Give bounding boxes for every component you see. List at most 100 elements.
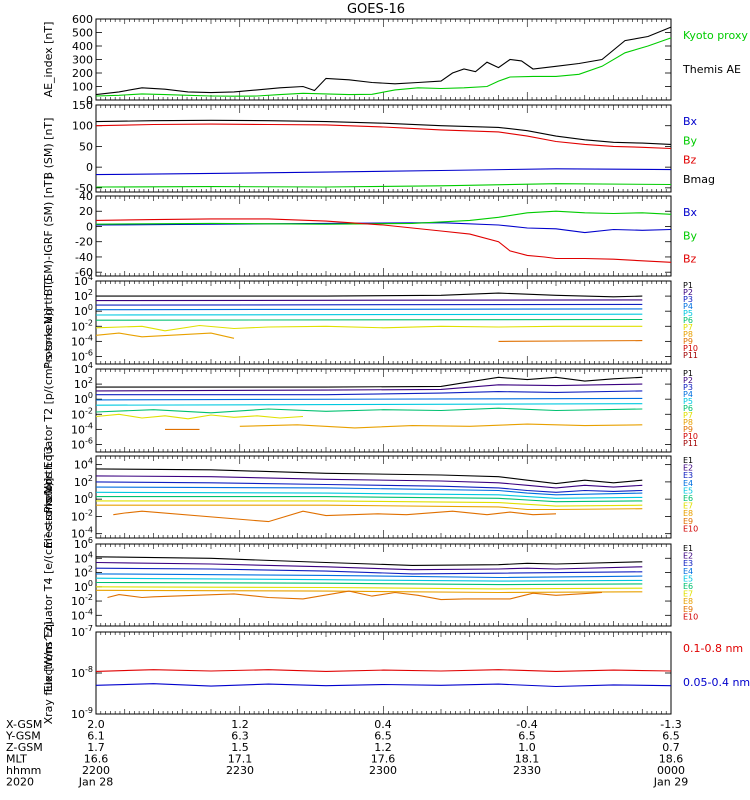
legend-entry: Bx: [683, 115, 698, 128]
y-tick-label: 10-4: [71, 607, 93, 622]
legend-entry: E8: [683, 509, 693, 518]
series-line-e5: [95, 491, 643, 499]
y-tick-label: 150: [72, 99, 93, 112]
legend-entry: 0.05-0.4 nm: [683, 676, 750, 689]
y-tick-label: 0: [86, 220, 93, 233]
series-line-p5: [95, 403, 643, 406]
y-axis-label: AE_index [nT]: [42, 22, 55, 98]
y-tick-label: 10-2: [71, 318, 93, 333]
time-row-value: 0.4: [374, 718, 392, 731]
legend-entry: P9: [683, 337, 693, 346]
time-row-value: 0.7: [662, 741, 680, 754]
series-line-p4: [95, 308, 643, 311]
legend-entry: P10: [683, 432, 698, 441]
legend-entry: E6: [683, 582, 693, 591]
y-tick-label: 200: [72, 67, 93, 80]
legend-entry: P4: [683, 302, 693, 311]
legend-entry: E8: [683, 597, 693, 606]
panel-frame: [95, 631, 672, 715]
legend-entry: P5: [683, 397, 693, 406]
time-row-value: 1.2: [374, 741, 392, 754]
legend-entry: P1: [683, 369, 693, 378]
panel-frame: [95, 18, 672, 101]
series-line-themis-ae: [95, 26, 672, 96]
series-line-bmag: [95, 119, 672, 145]
time-row-value: Jan 29: [653, 776, 688, 789]
time-row-value: 6.1: [87, 730, 105, 743]
y-axis-label: B (SM)-IGRF (SM) [nT]: [42, 176, 55, 296]
time-row-value: -1.3: [660, 718, 681, 731]
legend-entry: P11: [683, 439, 698, 448]
y-tick-label: 500: [72, 27, 93, 40]
legend-entry: 0.1-0.8 nm: [683, 642, 743, 655]
y-tick-label: 10-7: [71, 624, 93, 639]
y-axis-label: B (SM) [nT]: [42, 118, 55, 180]
y-tick-label: 104: [74, 361, 93, 376]
y-tick-label: 10-4: [71, 421, 93, 436]
series-line-p1: [96, 376, 643, 388]
y-tick-label: 100: [74, 391, 93, 406]
legend: 0.1-0.8 nm 0.05-0.4 nm: [683, 642, 750, 689]
legend-entry: E4: [683, 479, 693, 488]
legend-entry: P6: [683, 316, 693, 325]
y-tick-label: 102: [74, 376, 93, 391]
series-line-by: [95, 210, 672, 225]
time-row-label: Z-GSM: [6, 741, 43, 754]
legend-entry: Kyoto proxy AE: [683, 29, 750, 42]
series-line-e4: [95, 573, 643, 579]
legend-entry: E1: [683, 544, 693, 553]
y-axis-label: Protons Equator T2 [p/(cm²-s-sr-keV)]: [42, 308, 55, 513]
legend-entry: P11: [683, 351, 698, 360]
legend-entry: P3: [683, 295, 693, 304]
time-axis-table: X-GSM 2.0 1.2 0.4 -0.4 -1.3 Y-GSM 6.1 6.3 6.5 6.5 6…: [5, 718, 688, 789]
y-tick-label: -40: [75, 251, 93, 264]
y-tick-label: 102: [74, 288, 93, 303]
series-line-e2: [95, 475, 643, 489]
legend-entry: E9: [683, 517, 693, 526]
legend-entry: P8: [683, 330, 693, 339]
legend-entry: By: [683, 229, 698, 242]
legend-entry: E10: [683, 524, 698, 533]
series-line-p6: [95, 318, 643, 321]
y-tick-label: 100: [72, 81, 93, 94]
y-tick-label: 10-2: [71, 593, 93, 608]
series-line-e4: [95, 486, 643, 496]
time-row-value: 6.3: [231, 730, 249, 743]
time-row-label: Y-GSM: [5, 730, 41, 743]
legend: Kyoto proxy AE Themis AE: [682, 29, 750, 76]
time-row-value: 18.1: [515, 753, 540, 766]
series-line-e3: [95, 481, 643, 493]
time-row-value: 17.1: [228, 753, 253, 766]
y-tick-label: 100: [72, 120, 93, 133]
legend-entry: P5: [683, 309, 693, 318]
legend-entry: E2: [683, 464, 693, 473]
time-row-value: 18.6: [659, 753, 684, 766]
series-line-p2: [95, 299, 643, 302]
time-row-value: 2300: [369, 764, 397, 777]
legend-entry: P10: [683, 344, 698, 353]
time-row-label: 2020: [6, 776, 34, 789]
series-line-p2: [95, 383, 643, 392]
legend-entry: E6: [683, 494, 693, 503]
series-line-by: [95, 183, 672, 188]
series-line-bz: [95, 218, 672, 263]
legend-entry: By: [683, 134, 698, 147]
series-line-e9: [113, 510, 557, 523]
y-tick-label: 10-4: [71, 333, 93, 348]
time-row-value: 0000: [657, 764, 685, 777]
series-line-e6: [96, 496, 643, 503]
time-row-value: 6.5: [662, 730, 680, 743]
time-row-value: 1.0: [518, 741, 536, 754]
legend-entry: E4: [683, 567, 693, 576]
legend-entry: P7: [683, 323, 693, 332]
legend-entry: P7: [683, 411, 693, 420]
legend-entry: E1: [683, 456, 693, 465]
y-tick-label: 104: [74, 273, 93, 288]
series-line-e1: [95, 556, 643, 566]
